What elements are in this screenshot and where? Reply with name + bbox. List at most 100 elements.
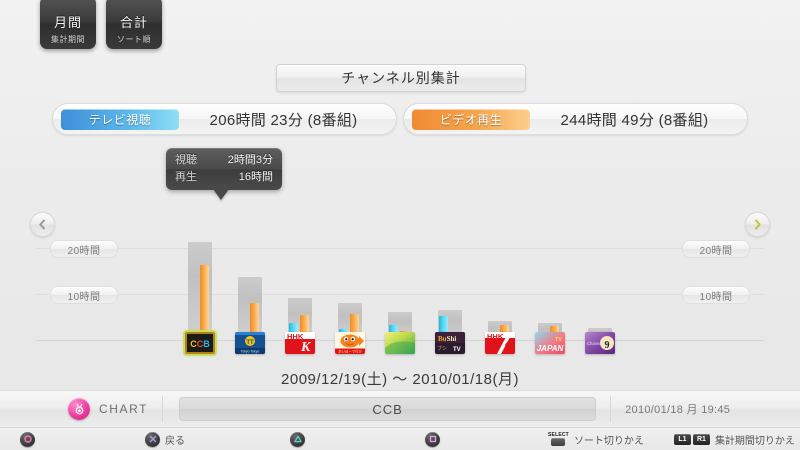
button-hint-bar: 戻る SELECT ソート切りかえ L1 R1 集計期 (0, 428, 800, 450)
channel-logo-hhks[interactable]: HHK S (485, 332, 515, 354)
status-bar: CHART CCB 2010/01/18 月 19:45 (0, 390, 800, 428)
bar-pair (239, 214, 261, 340)
circle-button-hint[interactable] (20, 431, 40, 447)
axis-label-left-10h: 10時間 (50, 286, 118, 304)
sort-button-label: 合計 (119, 15, 148, 30)
svg-text:JAPAN: JAPAN (537, 344, 564, 353)
bar-view (439, 316, 448, 340)
status-divider-1 (162, 396, 164, 422)
channel-logo-ch9[interactable]: Channel 9 (585, 332, 615, 354)
select-button-hint[interactable]: SELECT ソート切りかえ (548, 432, 644, 447)
sort-button-sublabel: ソート順 (117, 35, 151, 44)
svg-text:CCB: CCB (190, 339, 210, 349)
bar-view (289, 323, 298, 340)
chevron-right-icon (752, 219, 763, 230)
svg-text:TV: TV (555, 337, 562, 343)
circle-icon (20, 431, 35, 447)
tv-total-value: 206時間 23分 (8番組) (209, 111, 358, 129)
svg-text:K: K (300, 340, 312, 354)
cross-button-label: 戻る (165, 435, 185, 447)
svg-text:Tokyo Tokyo: Tokyo Tokyo (241, 350, 260, 354)
bar-pair (489, 214, 511, 340)
l1-key: L1 (673, 433, 691, 445)
video-total-value: 244時間 49分 (8番組) (560, 111, 709, 129)
video-badge: ビデオ再生 (412, 108, 530, 130)
period-button[interactable]: 月間 集計期間 (40, 0, 96, 49)
bar-play (250, 303, 259, 340)
channel-logo-bushi[interactable]: BuShi ブシ TV (435, 332, 465, 354)
bar-pair (189, 214, 211, 340)
date-range-label: 2009/12/19(土) ～ 2010/01/18(月) (281, 371, 519, 388)
svg-text:9: 9 (605, 340, 610, 351)
bar-group[interactable] (285, 214, 315, 340)
selected-channel-field[interactable]: CCB (179, 397, 597, 421)
svg-text:TT: TT (246, 340, 254, 346)
bar-group[interactable] (535, 214, 565, 340)
bar-group[interactable] (235, 214, 265, 340)
axis-label-right-20h: 20時間 (682, 240, 750, 258)
channel-logo-ccb[interactable]: CCB (183, 330, 217, 356)
tooltip-play-label: 再生 (175, 171, 197, 183)
status-divider-2 (610, 396, 612, 422)
tooltip-view-value: 2時間3分 (227, 154, 273, 166)
summary-bars: テレビ視聴 206時間 23分 (8番組) ビデオ再生 244時間 49分 (8… (0, 103, 800, 135)
bar-pair (589, 214, 611, 340)
tooltip-row-play: 再生 16時間 (175, 169, 273, 186)
bar-group[interactable] (185, 214, 215, 340)
svg-text:HHK: HHK (287, 332, 304, 341)
tooltip-view-label: 視聴 (175, 154, 197, 166)
cross-button-hint[interactable]: 戻る (145, 431, 185, 447)
bar-group[interactable] (435, 214, 465, 340)
svg-text:Channel: Channel (587, 341, 603, 346)
tv-summary-bar[interactable]: テレビ視聴 206時間 23分 (8番組) (52, 103, 397, 135)
bar-series (0, 214, 800, 340)
clock-label: 2010/01/18 月 19:45 (625, 404, 731, 416)
triangle-button-hint[interactable] (290, 431, 310, 447)
l1r1-icon: L1 R1 (673, 433, 710, 445)
video-summary-bar[interactable]: ビデオ再生 244時間 49分 (8番組) (403, 103, 748, 135)
l1r1-button-hint[interactable]: L1 R1 集計期間切りかえ (673, 432, 795, 447)
bar-group[interactable] (585, 214, 615, 340)
channel-logo-tvjapan[interactable]: TV JAPAN (535, 332, 565, 354)
svg-text:BuShi: BuShi (438, 335, 456, 343)
mode-buttons: 月間 集計期間 合計 ソート順 (40, 0, 162, 49)
svg-text:TV: TV (453, 347, 461, 353)
channel-logo-aibo[interactable]: あいぼーでれび (335, 332, 365, 354)
axis-label-right-10h: 10時間 (682, 286, 750, 304)
channel-logo-green[interactable] (385, 332, 415, 354)
select-pad (551, 438, 566, 446)
svg-text:S: S (504, 339, 511, 354)
bar-play (300, 315, 309, 340)
next-arrow-button[interactable] (745, 212, 770, 237)
bar-play (200, 265, 209, 340)
bar-pair (289, 214, 311, 340)
channel-logo-tt[interactable]: TT Tokyo Tokyo (235, 332, 265, 354)
svg-text:あいぼーでれび: あいぼーでれび (338, 349, 362, 354)
select-caption: SELECT (548, 432, 569, 438)
channel-logo-hhkk[interactable]: HHK K (285, 332, 315, 354)
bar-pair (539, 214, 561, 340)
channel-logo-row: CCB TT Tokyo Tokyo HHK K あいぼーでれび BuShi ブシ TV HHK S… (0, 330, 800, 356)
bar-group[interactable] (335, 214, 365, 340)
l1r1-button-label: 集計期間切りかえ (714, 435, 795, 447)
select-icon: SELECT (548, 432, 569, 446)
chart-mode-label: CHART (99, 402, 149, 416)
bar-pair (389, 214, 411, 340)
bar-pair (339, 214, 361, 340)
bar-play (350, 314, 359, 340)
select-button-label: ソート切りかえ (573, 435, 644, 447)
bar-group[interactable] (385, 214, 415, 340)
square-button-hint[interactable] (425, 431, 445, 447)
medal-icon (68, 398, 90, 420)
square-icon (425, 431, 440, 447)
bar-group[interactable] (485, 214, 515, 340)
bar-pair (439, 214, 461, 340)
r1-key: R1 (692, 433, 710, 445)
sort-button[interactable]: 合計 ソート順 (106, 0, 162, 49)
tv-badge: テレビ視聴 (61, 108, 179, 130)
triangle-icon (290, 431, 305, 447)
chevron-left-icon (37, 219, 48, 230)
cross-icon (145, 431, 160, 447)
prev-arrow-button[interactable] (30, 212, 55, 237)
